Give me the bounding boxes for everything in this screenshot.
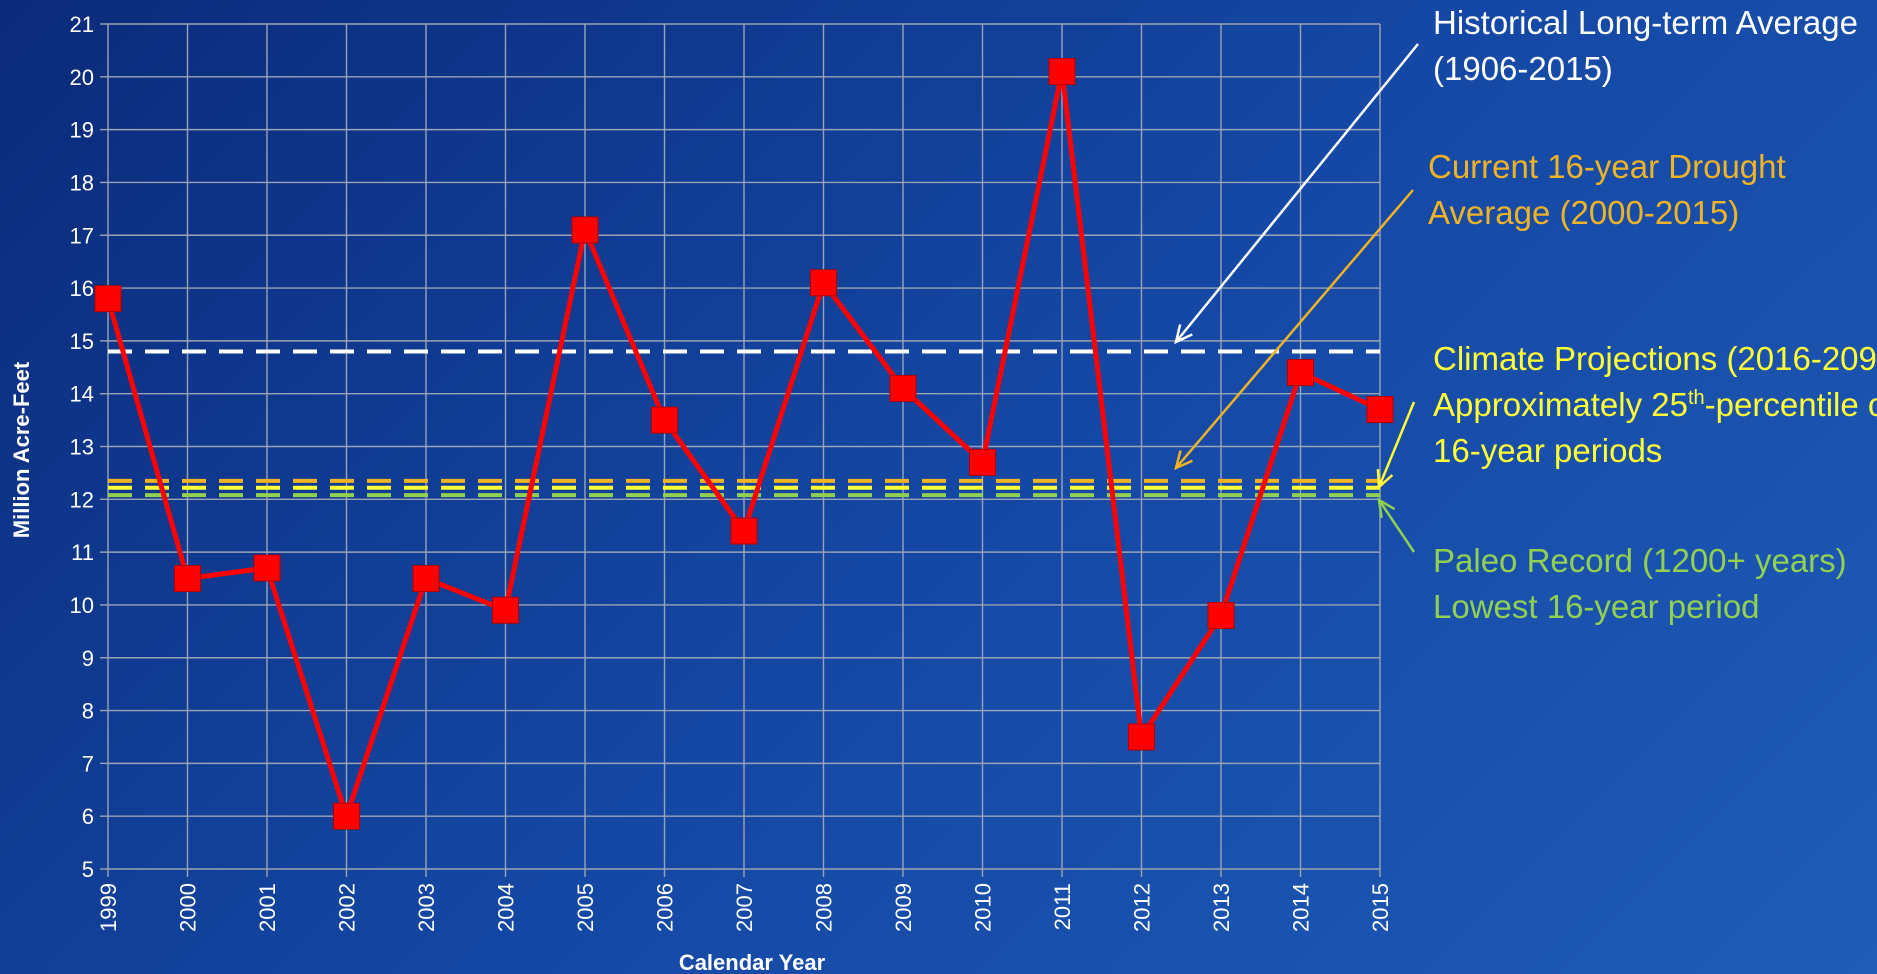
data-point-marker: [1207, 602, 1235, 629]
data-point-marker: [810, 269, 837, 297]
annotation-arrows: [1174, 43, 1419, 553]
y-tick-label: 7: [82, 751, 94, 776]
data-point-marker: [1287, 359, 1314, 387]
x-tick-label: 2008: [812, 883, 837, 932]
x-tick-label: 2004: [494, 883, 519, 932]
x-tick-label: 2005: [573, 883, 598, 932]
y-tick-label: 20: [70, 65, 94, 90]
y-tick-label: 10: [70, 593, 94, 618]
x-tick-label: 2013: [1209, 883, 1234, 932]
data-point-marker: [174, 565, 201, 593]
x-tick-label: 2002: [335, 883, 360, 932]
y-axis-ticks: 5 6 7 8 9 10 11 12 13 14 15 16 17 18 19 20 21: [70, 12, 94, 882]
annotation-climate-projections: Climate Projections (2016-2099) Approxim…: [1433, 340, 1877, 469]
annotation-drought-average: Current 16-year Drought Average (2000-20…: [1428, 148, 1786, 231]
data-point-marker: [969, 448, 996, 476]
x-tick-label: 2012: [1130, 883, 1155, 932]
y-tick-label: 16: [70, 276, 94, 301]
x-tick-label: 1999: [96, 883, 121, 932]
x-tick-label: 2014: [1289, 883, 1314, 932]
x-tick-label: 2000: [176, 883, 201, 932]
annotation-drought-line2: Average (2000-2015): [1428, 194, 1739, 231]
data-point-marker: [1048, 58, 1076, 86]
x-tick-label: 2011: [1050, 883, 1075, 930]
y-tick-label: 21: [70, 12, 94, 37]
y-tick-label: 17: [70, 223, 94, 248]
x-tick-label: 2010: [971, 883, 996, 932]
y-tick-label: 13: [70, 435, 94, 460]
y-tick-label: 15: [70, 329, 94, 354]
annotation-climate-line2: Approximately 25th-percentile of: [1433, 386, 1877, 423]
data-point-marker: [333, 802, 360, 830]
arrow-head: [1174, 450, 1193, 471]
arrow-line: [1175, 43, 1419, 343]
y-tick-label: 8: [82, 699, 94, 724]
arrow-head: [1174, 324, 1193, 345]
y-tick-label: 18: [70, 170, 94, 195]
data-point-marker: [94, 285, 122, 313]
data-point-marker: [1128, 723, 1155, 751]
x-tick-label: 2009: [891, 883, 916, 932]
y-tick-label: 6: [82, 804, 94, 829]
data-point-marker: [412, 565, 440, 593]
data-point-marker: [889, 374, 917, 402]
data-series: [94, 58, 1394, 830]
x-tick-label: 2007: [732, 883, 757, 932]
annotation-paleo-record: Paleo Record (1200+ years) Lowest 16-yea…: [1433, 542, 1847, 625]
reference-lines: [108, 349, 1380, 498]
x-tick-label: 2001: [255, 883, 280, 932]
data-point-marker: [492, 596, 519, 624]
y-axis-title: Million Acre-Feet: [9, 361, 34, 538]
y-tick-label: 14: [70, 382, 94, 407]
annotation-climate-line1: Climate Projections (2016-2099): [1433, 340, 1877, 377]
arrow-line: [1377, 401, 1416, 488]
arrow-head: [1376, 468, 1394, 490]
annotation-climate-line3: 16-year periods: [1433, 432, 1662, 469]
annotation-paleo-line1: Paleo Record (1200+ years): [1433, 542, 1847, 579]
arrow-head: [1377, 497, 1396, 518]
data-point-marker: [730, 517, 758, 545]
x-tick-label: 2003: [414, 883, 439, 932]
y-tick-label: 19: [70, 118, 94, 143]
data-point-marker: [1366, 396, 1394, 424]
data-point-marker: [571, 216, 599, 244]
data-point-marker: [651, 406, 678, 434]
annotation-historical-line2: (1906-2015): [1433, 50, 1613, 87]
x-axis-title: Calendar Year: [679, 950, 826, 974]
y-tick-label: 9: [82, 646, 94, 671]
annotation-drought-line1: Current 16-year Drought: [1428, 148, 1786, 185]
annotation-historical-average: Historical Long-term Average (1906-2015): [1433, 4, 1858, 87]
x-tick-label: 2006: [653, 883, 678, 932]
data-point-marker: [253, 554, 281, 582]
arrow-line: [1175, 189, 1414, 469]
y-tick-label: 11: [71, 540, 94, 565]
annotation-paleo-line2: Lowest 16-year period: [1433, 588, 1760, 625]
gridlines: [100, 23, 1381, 877]
y-tick-label: 12: [70, 487, 94, 512]
annotation-historical-line1: Historical Long-term Average: [1433, 4, 1858, 41]
arrow-line: [1377, 499, 1416, 553]
y-tick-label: 5: [82, 857, 94, 882]
x-axis-ticks: 1999 2000 2001 2002 2003 2004 2005 2006 2007 2008…: [96, 883, 1393, 932]
x-tick-label: 2015: [1368, 883, 1393, 932]
